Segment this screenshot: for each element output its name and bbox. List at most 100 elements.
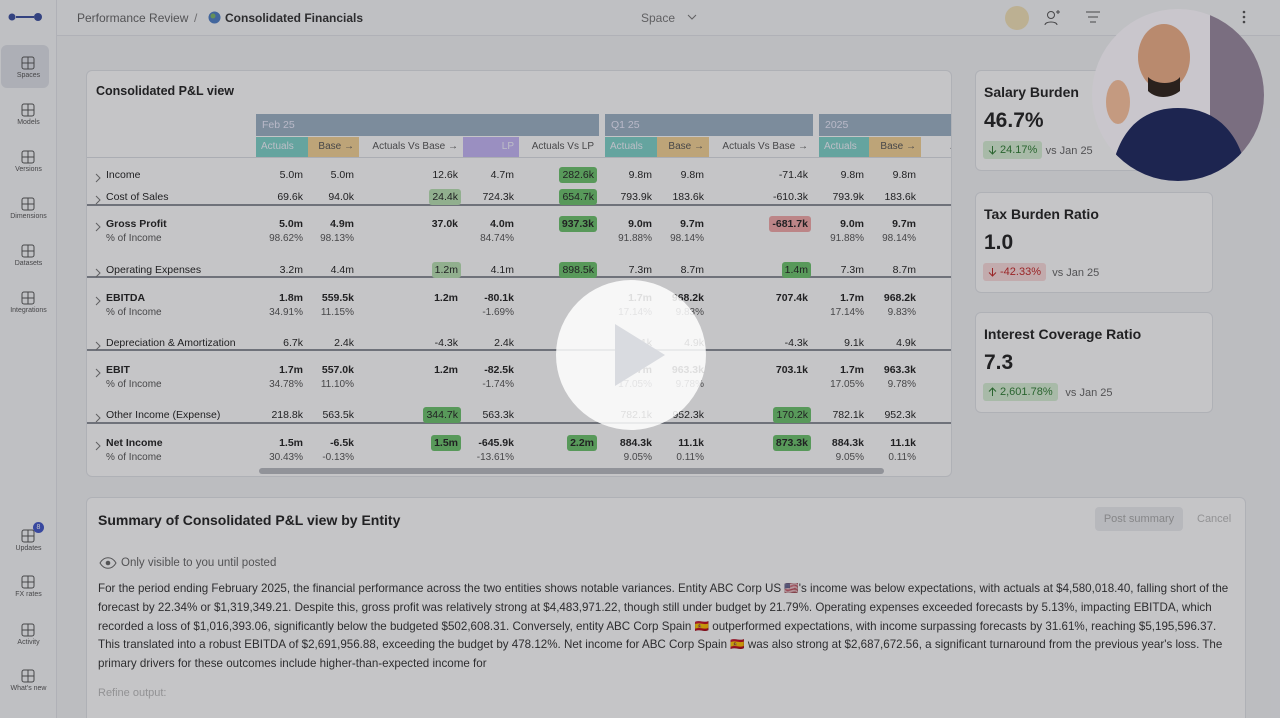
column-header[interactable]: Actuals Vs Base → <box>709 137 813 157</box>
cell: 782.1k <box>819 407 867 423</box>
expand-chevron[interactable] <box>94 192 102 205</box>
row-rule <box>87 204 951 206</box>
cell-value: 5.0m <box>330 169 354 181</box>
more-icon[interactable] <box>1242 10 1246 24</box>
column-header[interactable]: Actuals <box>256 137 308 157</box>
cell-value: 282.6k <box>559 167 597 183</box>
nav-item[interactable]: Spaces <box>16 72 41 79</box>
post-button[interactable]: Post summary <box>1095 507 1183 531</box>
cell-value: 4.1m <box>490 264 514 276</box>
cell: 2.2m <box>519 435 597 451</box>
kpi-compare: vs Jan 25 <box>1065 387 1113 399</box>
cell: 11.1k <box>869 435 919 451</box>
expand-chevron[interactable] <box>94 338 102 351</box>
row-label: EBITDA <box>106 292 146 304</box>
cell: 654.7k <box>519 189 597 205</box>
column-header[interactable]: Actuals <box>819 137 869 157</box>
cell-value: -71.4k <box>778 169 808 181</box>
refine-label: Refine output: <box>98 687 167 699</box>
cell-value: 170.2k <box>773 407 811 423</box>
nav-item[interactable]: Integrations <box>10 307 47 314</box>
cell-value: 703.1k <box>775 364 808 376</box>
cell: 7.3m <box>605 262 655 278</box>
expand-chevron[interactable] <box>94 170 102 183</box>
cell: 11.1k <box>657 435 707 451</box>
cell: 24.4k <box>359 189 461 205</box>
cell-value: 69.6k <box>277 191 303 203</box>
scrollbar[interactable] <box>259 468 884 474</box>
column-header[interactable]: Base → <box>308 137 359 157</box>
column-header[interactable]: Actuals Vs Base → <box>359 137 463 157</box>
add-user-icon[interactable] <box>1042 9 1060 27</box>
cell-value: 6.7k <box>283 337 303 349</box>
cell: 724.3k <box>463 189 517 205</box>
cell-value: 884.3k <box>619 437 652 449</box>
delta-value: 24.17% <box>1000 144 1038 156</box>
nav-item[interactable]: FX rates <box>15 591 42 598</box>
kpi-value: 7.3 <box>984 351 1014 374</box>
cell-value: 563.5k <box>322 409 354 421</box>
breadcrumb[interactable]: Consolidated Financials <box>225 11 364 25</box>
menu-icon[interactable] <box>1085 10 1101 24</box>
cell-percent: -1.69% <box>482 307 514 318</box>
nav-item[interactable]: What's new <box>10 685 47 692</box>
cell-value: 782.1k <box>832 409 864 421</box>
delta-arrow <box>988 268 997 277</box>
cell: 1.7m <box>819 362 867 378</box>
cell: 5.0m <box>256 216 306 232</box>
expand-chevron[interactable] <box>94 365 102 378</box>
play-button[interactable] <box>555 279 707 431</box>
nav-item[interactable]: Models <box>17 119 40 126</box>
user-avatar[interactable] <box>1005 6 1029 30</box>
cell-value: 1.2m <box>431 262 461 278</box>
cancel-button[interactable]: Cancel <box>1197 513 1232 525</box>
cell: 563.5k <box>308 407 357 423</box>
cell-value: 11.1k <box>890 437 916 449</box>
cell: 4.0m <box>463 216 517 232</box>
kpi-title: Interest Coverage Ratio <box>984 326 1142 342</box>
expand-chevron[interactable] <box>94 410 102 423</box>
cell: -4.3k <box>359 335 461 351</box>
cell-value: 9.8m <box>628 169 652 181</box>
space-select[interactable]: Space <box>641 11 676 25</box>
row-label: Depreciation & Amortization <box>106 337 236 349</box>
cell-value: 4.9k <box>896 337 916 349</box>
column-header[interactable]: Actuals Vs LP <box>519 137 599 157</box>
cell: 9.7m <box>869 216 919 232</box>
kpi-delta: 24.17% <box>983 141 1043 159</box>
cell: 1.7m <box>256 362 306 378</box>
expand-chevron[interactable] <box>94 265 102 278</box>
cell: 9.8m <box>605 167 655 183</box>
column-header[interactable]: Actuals <box>605 137 657 157</box>
nav-item[interactable]: Updates <box>15 545 42 552</box>
column-header[interactable]: Base → <box>869 137 921 157</box>
column-header[interactable]: Base → <box>657 137 709 157</box>
cell-percent: 91.88% <box>618 233 652 244</box>
cell-value: -80.1k <box>484 292 514 304</box>
delta-arrow <box>988 387 997 396</box>
cell: 1.2m <box>359 262 461 278</box>
nav-item[interactable]: Activity <box>17 639 40 646</box>
nav-item[interactable]: Versions <box>15 166 42 173</box>
expand-chevron[interactable] <box>94 438 102 451</box>
cell-value: -4.3k <box>784 337 808 349</box>
cell: 1.8m <box>256 290 306 306</box>
delta-value: -42.33% <box>1000 266 1041 278</box>
kpi-delta: 2,601.78% <box>983 383 1058 401</box>
column-header[interactable]: Actuals Vs Base → <box>921 137 951 157</box>
column-header[interactable]: LP <box>463 137 519 157</box>
expand-chevron[interactable] <box>94 219 102 232</box>
delta-arrow <box>988 146 997 155</box>
cell-value: 4.4m <box>330 264 354 276</box>
cell-value: 94.0k <box>328 191 354 203</box>
cell: -4.3k <box>709 335 811 351</box>
kpi-value: 1.0 <box>984 231 1014 254</box>
cell-value: 4.9m <box>330 218 354 230</box>
breadcrumb[interactable]: Performance Review <box>77 11 189 25</box>
cell: 557.0k <box>308 362 357 378</box>
nav-item[interactable]: Dimensions <box>10 213 47 220</box>
nav-item[interactable]: Datasets <box>14 260 43 267</box>
group-header: Feb 25 <box>256 114 599 136</box>
expand-chevron[interactable] <box>94 293 102 306</box>
row-label: Cost of Sales <box>106 191 169 203</box>
